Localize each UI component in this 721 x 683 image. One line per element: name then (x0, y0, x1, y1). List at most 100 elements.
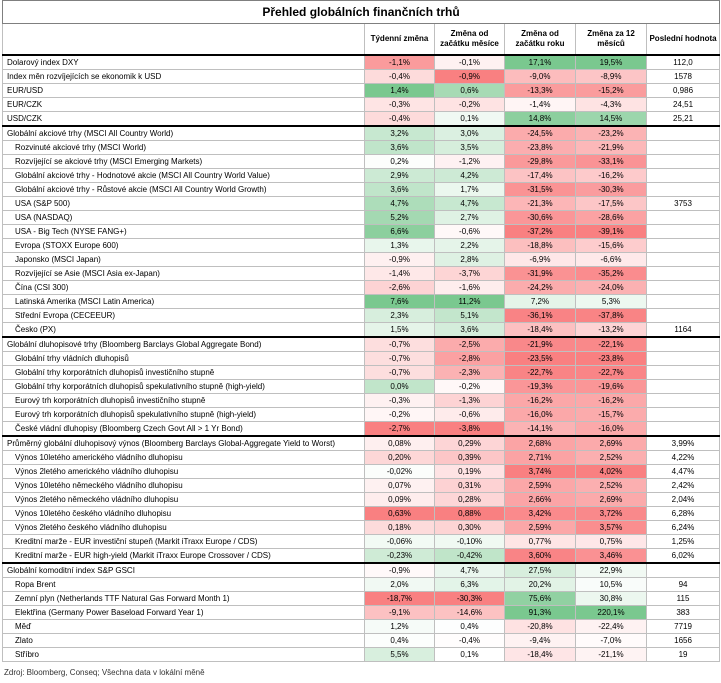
row-label: Střední Evropa (CECEEUR) (2, 308, 365, 323)
value-cell: -22,7% (504, 365, 576, 380)
value-cell: 3,6% (434, 322, 505, 338)
value-cell: 2,9% (364, 168, 435, 183)
value-cell: 2,8% (434, 252, 505, 267)
header-row: Týdenní změna Změna od začátku měsíce Zm… (2, 23, 721, 56)
last-value-cell (645, 365, 721, 380)
value-cell: -17,4% (504, 168, 576, 183)
row-label: Výnos 2letého českého vládního dluhopisu (2, 520, 365, 535)
value-cell: 0,29% (434, 435, 505, 451)
value-cell: 0,77% (504, 534, 576, 549)
header-ytd: Změna od začátku roku (504, 23, 576, 56)
value-cell: 5,1% (434, 308, 505, 323)
row-label: Dolarový index DXY (2, 54, 365, 70)
last-value-cell (645, 379, 721, 394)
value-cell: 0,2% (364, 154, 435, 169)
value-cell: 91,3% (504, 605, 576, 620)
value-cell: -36,1% (504, 308, 576, 323)
value-cell: -31,9% (504, 266, 576, 281)
value-cell: -21,9% (575, 140, 647, 155)
value-cell: -31,5% (504, 182, 576, 197)
value-cell: -0,2% (434, 97, 505, 112)
value-cell: 3,74% (504, 464, 576, 479)
last-value-cell: 25,21 (645, 111, 721, 127)
value-cell: -35,2% (575, 266, 647, 281)
value-cell: -29,8% (504, 154, 576, 169)
value-cell: 3,46% (575, 548, 647, 564)
row-label: Eurový trh korporátních dluhopisů spekul… (2, 407, 365, 422)
value-cell: -0,2% (434, 379, 505, 394)
header-label (2, 23, 365, 56)
value-cell: -21,1% (575, 647, 647, 662)
table-row: EUR/CZK -0,3% -0,2% -1,4% -4,3% 24,51 (2, 97, 721, 112)
value-cell: -0,4% (364, 69, 435, 84)
value-cell: 0,09% (364, 492, 435, 507)
last-value-cell (645, 182, 721, 197)
value-cell: 0,4% (364, 633, 435, 648)
last-value-cell: 3,99% (645, 435, 721, 451)
last-value-cell: 2,42% (645, 478, 721, 493)
value-cell: 17,1% (504, 54, 576, 70)
row-label: Výnos 10letého amerického vládního dluho… (2, 450, 365, 465)
value-cell: -8,9% (575, 69, 647, 84)
header-mtd: Změna od začátku měsíce (434, 23, 505, 56)
last-value-cell: 112,0 (645, 54, 721, 70)
row-label: Výnos 10letého českého vládního dluhopis… (2, 506, 365, 521)
value-cell: 0,07% (364, 478, 435, 493)
table-row: České vládní dluhopisy (Bloomberg Czech … (2, 421, 721, 437)
value-cell: -1,1% (364, 54, 435, 70)
table-row: Stříbro 5,5% 0,1% -18,4% -21,1% 19 (2, 647, 721, 662)
table-row: Výnos 2letého amerického vládního dluhop… (2, 464, 721, 479)
table-row: Výnos 2letého českého vládního dluhopisu… (2, 520, 721, 535)
value-cell: -19,3% (504, 379, 576, 394)
value-cell: 0,88% (434, 506, 505, 521)
row-label: Globální akciové trhy (MSCI All Country … (2, 125, 365, 141)
value-cell: -16,2% (575, 393, 647, 408)
title-row: Přehled globálních finančních trhů (1, 0, 721, 24)
value-cell: -2,5% (434, 336, 505, 352)
table-row: USD/CZK -0,4% 0,1% 14,8% 14,5% 25,21 (2, 111, 721, 127)
table-row: Kreditní marže - EUR high-yield (Markit … (2, 548, 721, 564)
value-cell: -22,1% (575, 336, 647, 352)
last-value-cell (645, 336, 721, 352)
source-note: Zdroj: Bloomberg, Conseq; Všechna data v… (4, 668, 205, 677)
value-cell: 7,6% (364, 294, 435, 309)
table-row: Japonsko (MSCI Japan) -0,9% 2,8% -6,9% -6,6% (2, 252, 721, 267)
value-cell: -24,0% (575, 280, 647, 295)
row-label: Průměrný globální dluhopisový výnos (Blo… (2, 435, 365, 451)
last-value-cell: 4,47% (645, 464, 721, 479)
value-cell: -21,3% (504, 196, 576, 211)
table-row: Čína (CSI 300) -2,6% -1,6% -24,2% -24,0% (2, 280, 721, 295)
table-row: Globální trhy vládních dluhopisů -0,7% -2,… (2, 351, 721, 366)
value-cell: 3,5% (434, 140, 505, 155)
value-cell: -17,5% (575, 196, 647, 211)
last-value-cell (645, 407, 721, 422)
row-label: Globální dluhopisové trhy (Bloomberg Bar… (2, 336, 365, 352)
value-cell: 0,0% (364, 379, 435, 394)
value-cell: 0,18% (364, 520, 435, 535)
value-cell: 2,52% (575, 478, 647, 493)
value-cell: 0,20% (364, 450, 435, 465)
table-row: USA - Big Tech (NYSE FANG+) 6,6% -0,6% -37,… (2, 224, 721, 239)
last-value-cell (645, 294, 721, 309)
table-row: Střední Evropa (CECEEUR) 2,3% 5,1% -36,1% -3… (2, 308, 721, 323)
value-cell: -6,9% (504, 252, 576, 267)
row-label: Česko (PX) (2, 322, 365, 338)
table-row: Globální komoditní index S&P GSCI -0,9% 4,… (2, 562, 721, 578)
last-value-cell: 2,04% (645, 492, 721, 507)
last-value-cell (645, 351, 721, 366)
table-row: Index měn rozvíjejících se ekonomik k US… (2, 69, 721, 84)
value-cell: -13,2% (575, 322, 647, 338)
last-value-cell: 1164 (645, 322, 721, 338)
value-cell: -16,0% (504, 407, 576, 422)
value-cell: 0,75% (575, 534, 647, 549)
value-cell: -0,9% (364, 252, 435, 267)
value-cell: -0,6% (434, 407, 505, 422)
value-cell: 2,71% (504, 450, 576, 465)
value-cell: 2,7% (434, 210, 505, 225)
header-weekly: Týdenní změna (364, 23, 435, 56)
table-row: Evropa (STOXX Europe 600) 1,3% 2,2% -18,8% -… (2, 238, 721, 253)
last-value-cell (645, 308, 721, 323)
table-row: Zemní plyn (Netherlands TTF Natural Gas … (2, 591, 721, 606)
value-cell: 0,1% (434, 111, 505, 127)
